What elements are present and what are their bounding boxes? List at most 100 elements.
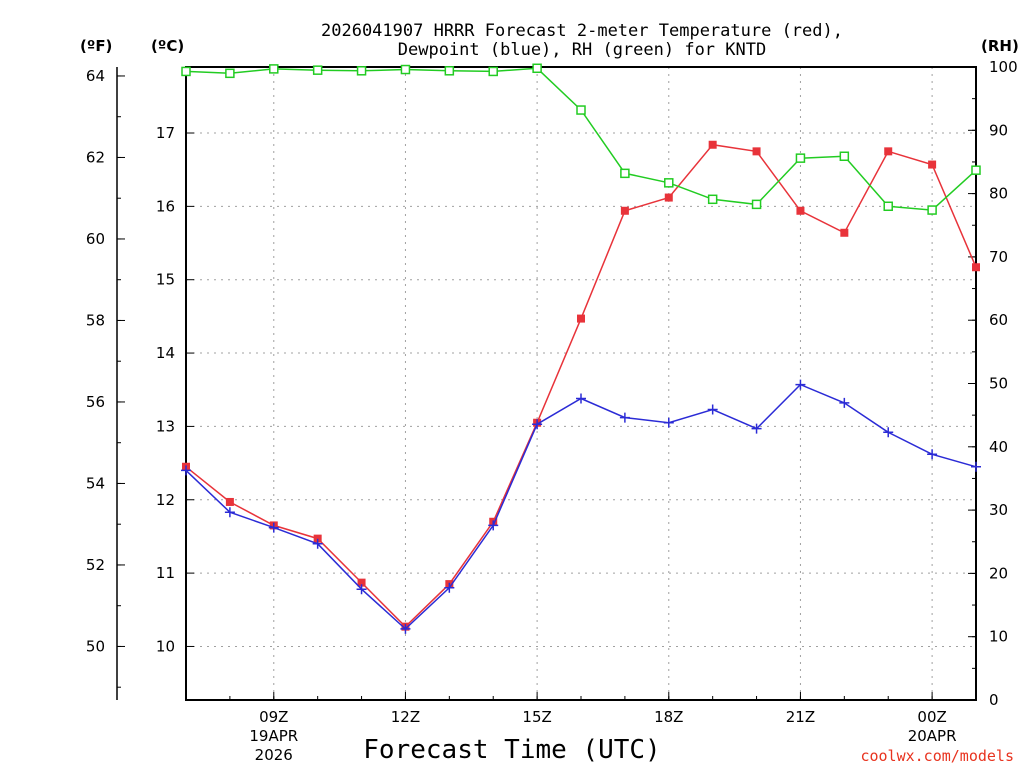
- rh-point: [927, 205, 937, 215]
- rh-tick-label: 40: [989, 438, 1008, 456]
- dewpoint-point: [971, 461, 981, 472]
- rh-tick-label: 10: [989, 628, 1008, 646]
- rh-tick-label: 70: [989, 248, 1008, 266]
- rh-tick-label: 50: [989, 375, 1008, 393]
- celsius-tick-label: 14: [156, 344, 175, 362]
- celsius-tick-label: 13: [156, 417, 175, 435]
- x-tick-label: 00Z: [917, 708, 946, 726]
- dewpoint-point: [576, 393, 586, 404]
- dewpoint-point: [444, 582, 455, 593]
- dewpoint-point: [795, 379, 806, 390]
- dewpoint-point: [488, 520, 499, 531]
- temperature-line: [185, 143, 977, 628]
- grid-lines: [186, 67, 976, 700]
- temperature-point: [708, 140, 717, 149]
- dewpoint-point: [619, 412, 630, 423]
- dewpoint-line: [185, 383, 977, 630]
- chart-title-line1: 2026041907 HRRR Forecast 2-meter Tempera…: [321, 21, 843, 41]
- rh-tick-label: 90: [989, 121, 1008, 139]
- x-tick-label: 15Z: [522, 708, 551, 726]
- fahrenheit-tick-label: 56: [86, 393, 105, 411]
- rh-point: [883, 201, 893, 212]
- x-tick-label: 18Z: [654, 708, 683, 726]
- rh-tick-label: 100: [989, 58, 1018, 76]
- fahrenheit-tick-label: 54: [86, 474, 105, 492]
- rh-point: [400, 64, 411, 75]
- temperature-point: [225, 497, 234, 506]
- celsius-tick-label: 16: [156, 197, 175, 215]
- fahrenheit-tick-label: 50: [86, 637, 105, 655]
- rh-point: [971, 165, 981, 175]
- rh-point: [225, 68, 235, 79]
- celsius-unit-label: (ºC): [151, 37, 184, 55]
- fahrenheit-tick-label: 62: [86, 148, 105, 166]
- data-series: [181, 63, 981, 634]
- dewpoint-point: [839, 397, 850, 408]
- dewpoint-point: [224, 507, 235, 518]
- celsius-tick-label: 15: [156, 271, 175, 289]
- x-tick-year-label: 2026: [255, 746, 293, 764]
- rh-point: [532, 63, 542, 74]
- rh-line: [185, 67, 977, 211]
- credit-text: coolwx.com/models: [860, 747, 1014, 765]
- plot-frame: [185, 66, 977, 701]
- rh-tick-label: 60: [989, 311, 1008, 329]
- fahrenheit-tick-label: 60: [86, 230, 105, 248]
- rh-point: [664, 178, 674, 188]
- rh-point: [356, 66, 367, 76]
- temperature-point: [972, 263, 980, 272]
- dewpoint-point: [356, 584, 367, 595]
- temperature-point: [752, 147, 761, 156]
- dewpoint-point: [707, 404, 718, 415]
- temperature-point: [577, 314, 585, 323]
- dewpoint-point: [883, 427, 894, 438]
- celsius-tick-label: 17: [156, 124, 175, 142]
- x-tick-date-label: 19APR: [249, 727, 298, 745]
- celsius-tick-label: 12: [156, 491, 175, 509]
- rh-tick-label: 30: [989, 501, 1008, 519]
- temperature-point: [357, 578, 366, 587]
- dewpoint-point: [181, 465, 191, 476]
- rh-tick-label: 80: [989, 185, 1008, 203]
- temperature-point: [664, 193, 673, 202]
- temperature-point: [884, 147, 893, 156]
- rh-point: [181, 66, 191, 77]
- chart-title-line2: Dewpoint (blue), RH (green) for KNTD: [398, 40, 766, 60]
- temperature-point: [840, 228, 849, 237]
- rh-point: [444, 66, 455, 76]
- dewpoint-point: [312, 538, 323, 549]
- temperature-point: [928, 160, 937, 169]
- temperature-point: [796, 206, 805, 215]
- rh-point: [839, 151, 850, 162]
- rh-point: [751, 199, 762, 210]
- temperature-point: [313, 534, 322, 543]
- rh-point: [488, 66, 498, 77]
- rh-point: [795, 153, 806, 163]
- fahrenheit-tick-label: 64: [86, 67, 105, 85]
- celsius-tick-label: 11: [156, 564, 175, 582]
- dewpoint-point: [268, 522, 279, 533]
- rh-point: [620, 168, 630, 179]
- fahrenheit-tick-label: 52: [86, 556, 105, 574]
- dewpoint-point: [927, 449, 938, 460]
- fahrenheit-tick-label: 58: [86, 311, 105, 329]
- rh-tick-label: 20: [989, 564, 1008, 582]
- rh-point: [312, 65, 323, 75]
- x-tick-date-label: 20APR: [908, 727, 957, 745]
- rh-point: [707, 194, 718, 205]
- x-axis-label: Forecast Time (UTC): [363, 735, 660, 765]
- fahrenheit-unit-label: (ºF): [80, 37, 112, 55]
- rh-point: [576, 105, 586, 115]
- dewpoint-point: [400, 623, 411, 634]
- celsius-tick-label: 10: [156, 637, 175, 655]
- dewpoint-point: [532, 419, 543, 430]
- rh-point: [269, 64, 279, 74]
- dewpoint-point: [751, 423, 762, 434]
- rh-tick-label: 0: [989, 691, 999, 709]
- x-tick-label: 21Z: [786, 708, 815, 726]
- dewpoint-point: [663, 417, 674, 428]
- temperature-point: [620, 206, 629, 215]
- rh-unit-label: (RH): [981, 37, 1019, 55]
- x-tick-label: 09Z: [259, 708, 288, 726]
